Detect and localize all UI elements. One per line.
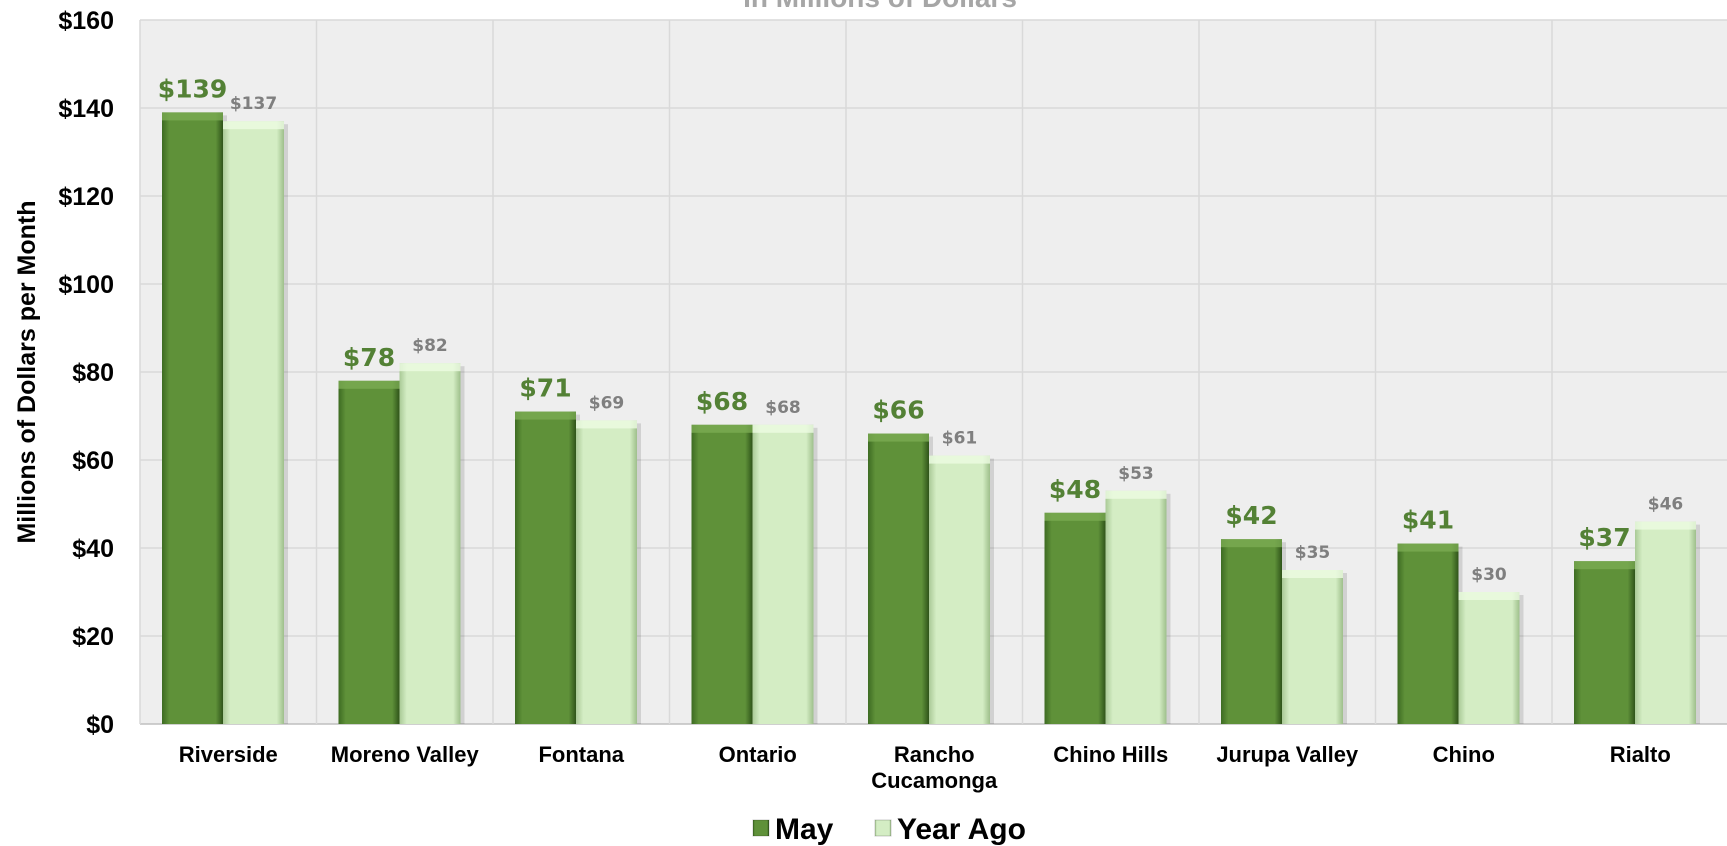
x-tick-label: Chino Hills <box>1053 742 1168 767</box>
data-label: $71 <box>519 374 571 403</box>
bar-bevel <box>223 121 284 130</box>
data-label: $137 <box>230 94 277 114</box>
bar-bevel <box>1397 543 1459 552</box>
bar-bevel <box>1635 521 1696 530</box>
bar-bevel <box>338 380 400 389</box>
bar <box>576 420 637 724</box>
bar-bevel <box>515 411 576 420</box>
data-label: $35 <box>1295 543 1331 563</box>
x-tick-label: Ontario <box>719 742 797 767</box>
bar <box>929 455 990 724</box>
y-tick-label: $140 <box>58 95 114 123</box>
bar-bevel <box>399 363 461 372</box>
x-tick-label: Rancho Cucamonga <box>871 742 998 793</box>
x-tick-label: Chino <box>1433 742 1495 767</box>
y-tick-label: $60 <box>72 447 114 475</box>
data-labels: $139$137 $78 $82 $71 $69 $68 $68 $66 $61 $48 $53 $4… <box>158 74 1684 585</box>
bar <box>1282 570 1343 724</box>
data-label: $66 <box>872 396 924 425</box>
legend-swatch <box>874 819 892 837</box>
bar <box>515 411 576 724</box>
y-tick-label: $120 <box>58 183 114 211</box>
x-tick-label: Riverside <box>179 742 278 767</box>
bar <box>1105 490 1167 724</box>
data-label: $68 <box>765 398 801 418</box>
bar <box>223 121 284 724</box>
y-tick-label: $100 <box>58 271 114 299</box>
x-tick-label: Moreno Valley <box>331 742 480 767</box>
bar <box>338 380 400 724</box>
bar <box>1044 512 1106 724</box>
legend-label: May <box>775 813 834 846</box>
data-label: $139 <box>158 74 228 103</box>
x-tick-label: Rialto <box>1610 742 1671 767</box>
legend-swatch <box>752 819 770 837</box>
data-label: $68 <box>696 387 748 416</box>
y-tick-label: $160 <box>58 7 114 35</box>
y-axis-ticks: $0 $20 $40 $60 $80 $100 $120 $140 $160 <box>58 7 114 739</box>
bar <box>691 424 753 724</box>
data-label: $82 <box>412 336 448 356</box>
bar-bevel <box>1105 490 1167 499</box>
bar <box>1458 592 1520 724</box>
bar <box>752 424 814 724</box>
data-label: $41 <box>1402 506 1454 535</box>
bars <box>162 112 1700 724</box>
x-tick-label: Fontana <box>538 742 624 767</box>
y-tick-label: $0 <box>86 711 114 739</box>
bar <box>1635 521 1696 724</box>
bar-bevel <box>1221 539 1282 548</box>
bar-bevel <box>691 424 753 433</box>
bar-bevel <box>868 433 929 442</box>
bar-bevel <box>1044 512 1106 521</box>
data-label: $78 <box>343 343 395 372</box>
bar-bevel <box>1282 570 1343 578</box>
bar <box>1397 543 1459 724</box>
x-axis-ticks: Riverside Moreno Valley Fontana Ontario Ranc… <box>179 742 1671 793</box>
chart-title: In Millions of Dollars <box>743 0 1017 13</box>
legend-label: Year Ago <box>897 813 1026 846</box>
bar <box>868 433 929 724</box>
data-label: $42 <box>1225 501 1277 530</box>
x-tick-label: Jurupa Valley <box>1216 742 1359 767</box>
bar <box>162 112 223 724</box>
data-label: $61 <box>942 429 978 449</box>
bar-bevel <box>576 420 637 429</box>
bar-bevel <box>752 424 814 433</box>
y-tick-label: $20 <box>72 623 114 651</box>
bar <box>1221 539 1282 724</box>
data-label: $30 <box>1471 565 1507 585</box>
bar-bevel <box>929 455 990 464</box>
bar <box>1574 561 1635 724</box>
data-label: $46 <box>1648 495 1684 515</box>
y-tick-label: $40 <box>72 535 114 563</box>
data-label: $48 <box>1049 475 1101 504</box>
legend: May Year Ago <box>752 813 1026 846</box>
data-label: $37 <box>1578 523 1630 552</box>
y-axis-title: Millions of Dollars per Month <box>13 200 41 543</box>
bar-bevel <box>162 112 223 121</box>
bar-bevel <box>1574 561 1635 570</box>
bar-bevel <box>1458 592 1520 600</box>
data-label: $69 <box>589 393 625 413</box>
bar <box>399 363 461 724</box>
y-tick-label: $80 <box>72 359 114 387</box>
data-label: $53 <box>1118 464 1154 484</box>
